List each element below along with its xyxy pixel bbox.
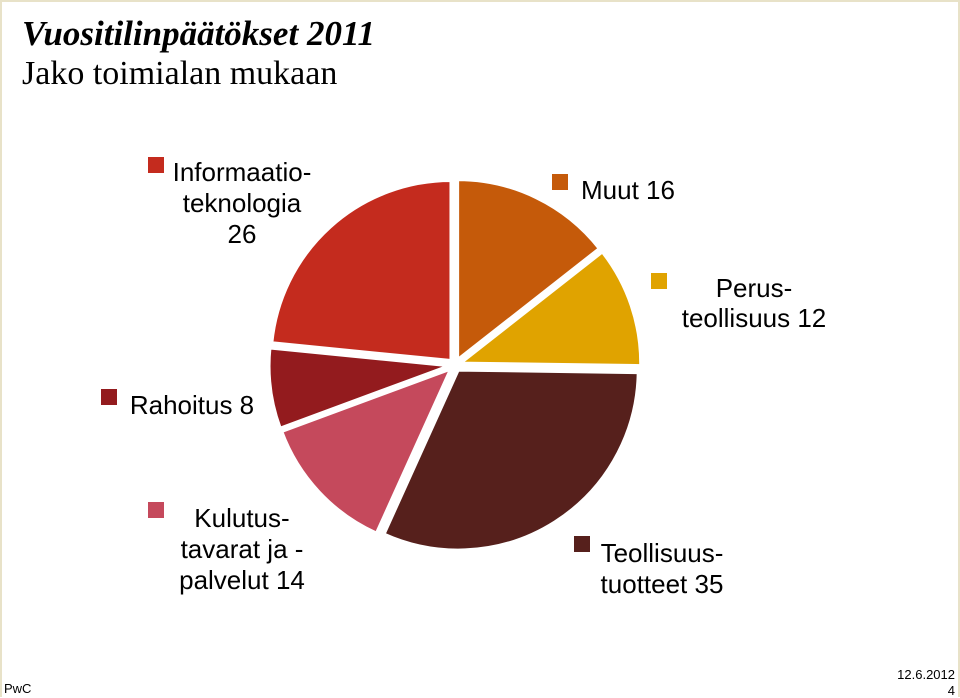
frame-left-border xyxy=(0,0,2,697)
legend-swatch xyxy=(148,502,164,518)
slice-label: Muut 16 xyxy=(581,175,675,205)
slice-label: Teollisuus-tuotteet 35 xyxy=(601,538,724,599)
footer-date: 12.6.2012 xyxy=(897,667,955,682)
frame-top-border xyxy=(0,0,960,2)
slide-title: Vuositilinpäätökset 2011 xyxy=(22,14,376,53)
legend-swatch xyxy=(148,157,164,173)
slice-label-line: Perus- xyxy=(716,273,793,303)
footer-brand: PwC xyxy=(4,681,32,696)
slice-label-line: Kulutus- xyxy=(194,503,289,533)
slice-label-line: Teollisuus- xyxy=(601,538,724,568)
pie-slice xyxy=(456,178,602,363)
legend-swatch xyxy=(651,273,667,289)
legend-swatch xyxy=(574,536,590,552)
slice-label: Kulutus-tavarat ja -palvelut 14 xyxy=(179,503,305,595)
slice-label-line: 26 xyxy=(228,219,257,249)
footer-page-number: 4 xyxy=(947,683,955,698)
pie-slice xyxy=(279,366,454,536)
slice-label: Informaatio-teknologia 26 xyxy=(173,157,312,249)
pie-slice xyxy=(270,179,453,363)
slice-label-line: palvelut 14 xyxy=(179,565,305,595)
slice-label-line: Rahoitus 8 xyxy=(130,390,254,420)
slice-label-line: tuotteet 35 xyxy=(601,569,724,599)
slice-label: Perus-teollisuus 12 xyxy=(682,273,827,333)
pie-slice xyxy=(267,346,450,431)
legend-swatch xyxy=(101,389,117,405)
slice-label-line: Informaatio- xyxy=(173,157,312,187)
slice-label-line: teknologia xyxy=(183,188,302,218)
slice-label-line: teollisuus 12 xyxy=(682,303,827,333)
slide-subtitle: Jako toimialan mukaan xyxy=(22,55,338,92)
frame-right-border xyxy=(958,0,960,697)
pie-slice xyxy=(456,249,643,368)
slice-label: Rahoitus 8 xyxy=(130,390,254,420)
legend-swatch xyxy=(552,174,568,190)
slice-label-line: tavarat ja - xyxy=(181,534,304,564)
pie-slice xyxy=(382,368,640,552)
slice-label-line: Muut 16 xyxy=(581,175,675,205)
